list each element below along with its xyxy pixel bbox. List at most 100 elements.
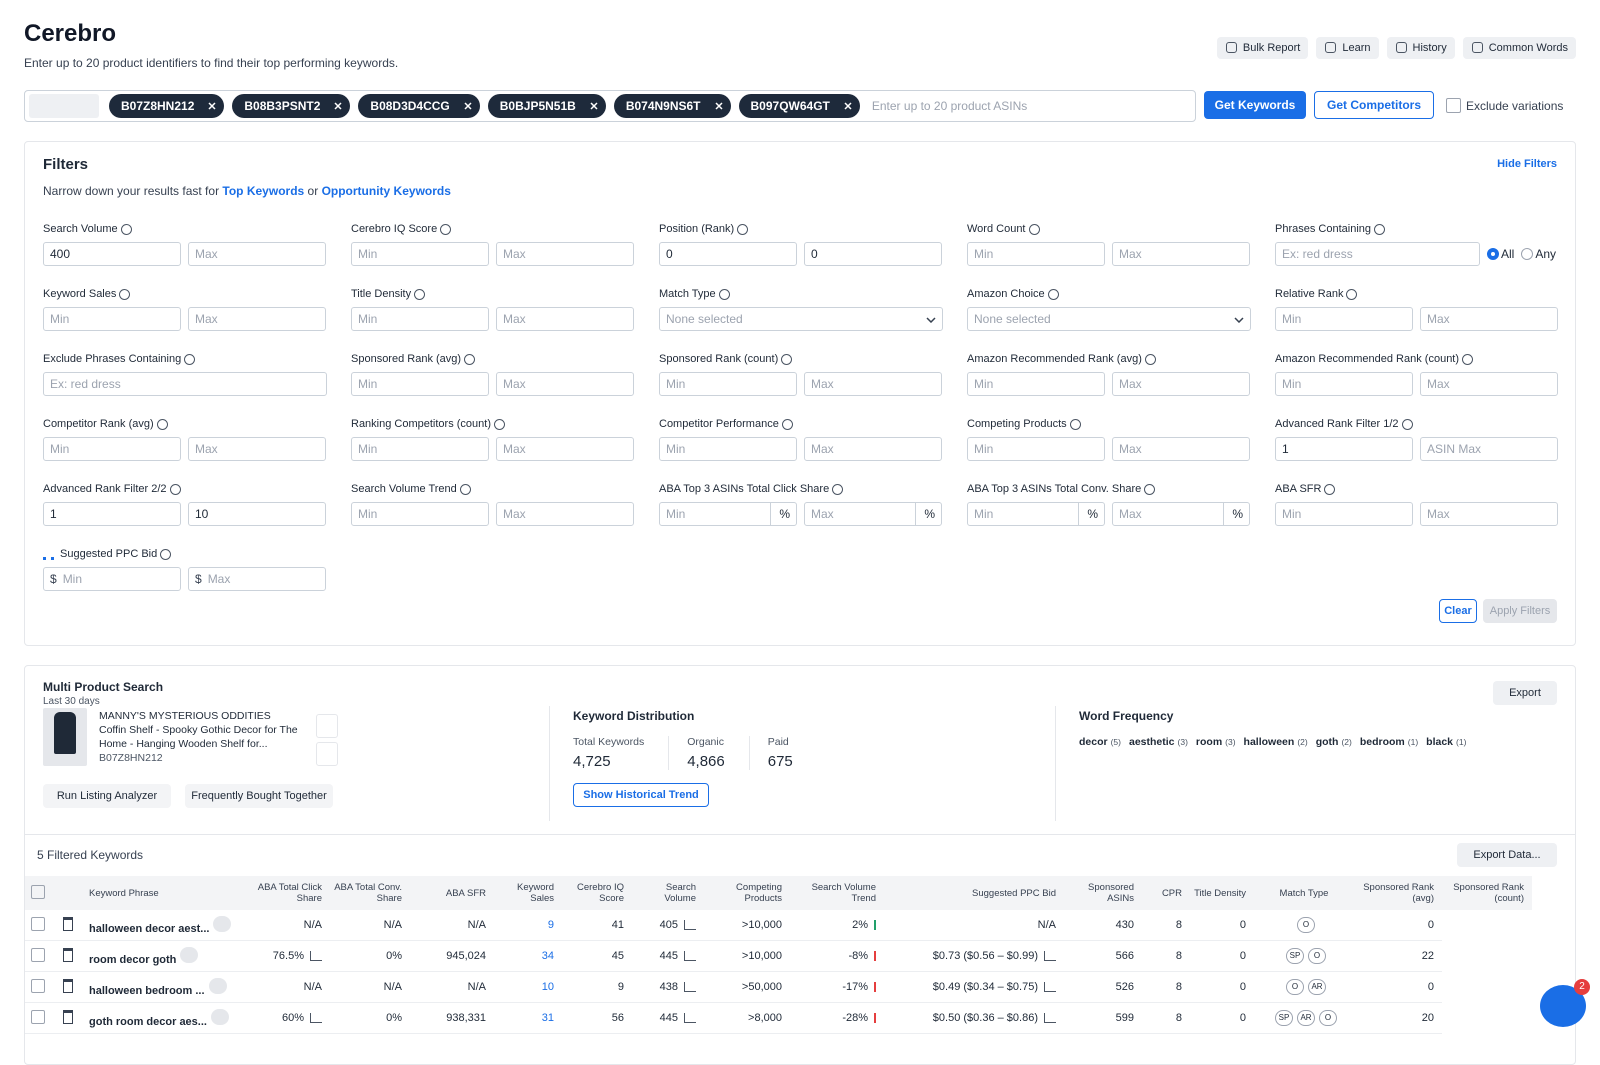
filter-input[interactable]: Max bbox=[1112, 242, 1250, 266]
filter-input[interactable]: Max bbox=[1112, 437, 1250, 461]
toolbar-button[interactable]: Common Words bbox=[1462, 37, 1576, 59]
filter-input[interactable]: 10 bbox=[188, 502, 326, 526]
filter-input[interactable]: Max bbox=[188, 437, 326, 461]
filter-input[interactable]: Min bbox=[967, 437, 1105, 461]
marketplace-select[interactable] bbox=[29, 94, 99, 118]
apply-button[interactable]: Apply Filters bbox=[1483, 599, 1557, 623]
word-count: (2) bbox=[1341, 737, 1352, 747]
filter-input[interactable]: Min bbox=[1275, 372, 1413, 396]
asin-input[interactable]: B07Z8HN212 B08B3PSNT2 B08D3D4CCG B0BJP5N51B… bbox=[24, 90, 1196, 122]
get-competitors-button[interactable]: Get Competitors bbox=[1314, 91, 1434, 119]
top-keywords-link[interactable]: Top Keywords bbox=[222, 184, 305, 198]
word-item: room (3) bbox=[1196, 736, 1236, 748]
column-header: Keyword Phrase bbox=[85, 876, 250, 910]
filter-input[interactable]: 400 bbox=[43, 242, 181, 266]
remove-asin[interactable] bbox=[714, 99, 723, 113]
filter-label: Position (Rank) bbox=[659, 222, 943, 236]
export-button[interactable]: Export bbox=[1493, 681, 1557, 705]
remove-asin[interactable] bbox=[208, 99, 216, 113]
filter-input[interactable]: Max bbox=[496, 372, 634, 396]
filter-input[interactable]: 0 bbox=[804, 242, 942, 266]
filter-input[interactable]: Ex: red dress bbox=[43, 372, 327, 396]
hide-filters[interactable]: Hide Filters bbox=[1497, 158, 1557, 170]
filter-input[interactable]: 1 bbox=[1275, 437, 1413, 461]
filter-input[interactable]: Max bbox=[1420, 372, 1558, 396]
filter-input[interactable]: Min% bbox=[967, 502, 1105, 526]
toolbar-button[interactable]: History bbox=[1386, 37, 1455, 59]
filter-input[interactable]: Min bbox=[659, 437, 797, 461]
filter-input[interactable]: 0 bbox=[659, 242, 797, 266]
filter-input[interactable]: Max bbox=[496, 307, 634, 331]
filter-input[interactable]: Min bbox=[659, 372, 797, 396]
filter-input[interactable]: Min bbox=[1275, 307, 1413, 331]
toolbar-button[interactable]: Bulk Report bbox=[1216, 37, 1309, 59]
filter-input[interactable]: Max% bbox=[804, 502, 942, 526]
filter-input[interactable]: Min% bbox=[659, 502, 797, 526]
filter-field: Sponsored Rank (avg) Min Max bbox=[351, 352, 635, 417]
input-placeholder: Min bbox=[358, 312, 378, 326]
filter-input[interactable]: Min bbox=[351, 242, 489, 266]
bought-together-button[interactable]: Frequently Bought Together bbox=[185, 784, 333, 808]
radio-option[interactable]: All bbox=[1487, 247, 1514, 261]
filter-input[interactable]: Min bbox=[351, 502, 489, 526]
filter-input[interactable]: Min bbox=[43, 307, 181, 331]
next-product[interactable] bbox=[316, 742, 338, 766]
trend-arrow bbox=[874, 920, 876, 931]
filter-input[interactable]: Min bbox=[351, 437, 489, 461]
opportunity-link[interactable]: Opportunity Keywords bbox=[321, 184, 451, 198]
export-data-button[interactable]: Export Data... bbox=[1457, 843, 1557, 867]
filter-input[interactable]: Max bbox=[804, 372, 942, 396]
toolbar-button[interactable]: Learn bbox=[1316, 37, 1379, 59]
filter-input[interactable]: Max% bbox=[1112, 502, 1250, 526]
cell-value: 45 bbox=[611, 950, 624, 962]
filter-input[interactable]: Ex: red dress bbox=[1275, 242, 1480, 266]
filter-select[interactable]: None selected bbox=[659, 307, 943, 331]
remove-asin[interactable] bbox=[590, 99, 598, 113]
cell-value: 8 bbox=[1175, 981, 1182, 993]
filter-input[interactable]: Min bbox=[1275, 502, 1413, 526]
radio-option[interactable]: Any bbox=[1521, 247, 1556, 261]
cell: 22 bbox=[1358, 940, 1442, 972]
filter-label: Competing Products bbox=[967, 417, 1251, 431]
filter-input[interactable]: 1 bbox=[43, 502, 181, 526]
filter-input[interactable]: Max bbox=[1112, 372, 1250, 396]
exclude-checkbox[interactable] bbox=[1446, 98, 1461, 113]
filter-inputs: 400 Max bbox=[43, 242, 327, 266]
input-placeholder: Min bbox=[62, 572, 83, 586]
cell-value: 0 bbox=[1239, 919, 1246, 931]
info-icon bbox=[169, 483, 181, 495]
historical-trend-button[interactable]: Show Historical Trend bbox=[573, 783, 709, 807]
cell: 445 bbox=[632, 940, 704, 972]
filter-input[interactable]: Max bbox=[496, 502, 634, 526]
filter-select[interactable]: None selected bbox=[967, 307, 1251, 331]
filter-input[interactable]: $ Min bbox=[43, 567, 181, 591]
get-keywords-button[interactable]: Get Keywords bbox=[1204, 91, 1306, 119]
cell: N/A bbox=[330, 971, 410, 1003]
filter-input[interactable]: ASIN Max bbox=[1420, 437, 1558, 461]
filter-input[interactable]: Max bbox=[496, 242, 634, 266]
filter-input[interactable]: Max bbox=[188, 242, 326, 266]
stat: Paid 675 bbox=[748, 736, 793, 770]
filter-input[interactable]: Min bbox=[967, 242, 1105, 266]
filter-input[interactable]: $ Max bbox=[188, 567, 326, 591]
filter-input[interactable]: Max bbox=[496, 437, 634, 461]
input-value: 10 bbox=[195, 507, 209, 521]
filter-label-text: Competing Products bbox=[967, 418, 1067, 430]
filter-input[interactable]: Max bbox=[1420, 307, 1558, 331]
input-placeholder: Min bbox=[50, 312, 70, 326]
filter-input[interactable]: Max bbox=[1420, 502, 1558, 526]
filter-input[interactable]: Max bbox=[804, 437, 942, 461]
clear-button[interactable]: Clear bbox=[1439, 599, 1477, 623]
info-icon bbox=[737, 223, 749, 235]
filter-input[interactable]: Min bbox=[43, 437, 181, 461]
filter-input[interactable]: Max bbox=[188, 307, 326, 331]
prev-product[interactable] bbox=[316, 714, 338, 738]
filter-input[interactable]: Min bbox=[351, 307, 489, 331]
remove-asin[interactable] bbox=[844, 99, 852, 113]
filter-input[interactable]: Min bbox=[351, 372, 489, 396]
filter-input[interactable]: Min bbox=[967, 372, 1105, 396]
filter-inputs: 1 ASIN Max bbox=[1275, 437, 1559, 461]
run-listing-button[interactable]: Run Listing Analyzer bbox=[43, 784, 171, 808]
remove-asin[interactable] bbox=[334, 99, 342, 113]
remove-asin[interactable] bbox=[464, 99, 472, 113]
